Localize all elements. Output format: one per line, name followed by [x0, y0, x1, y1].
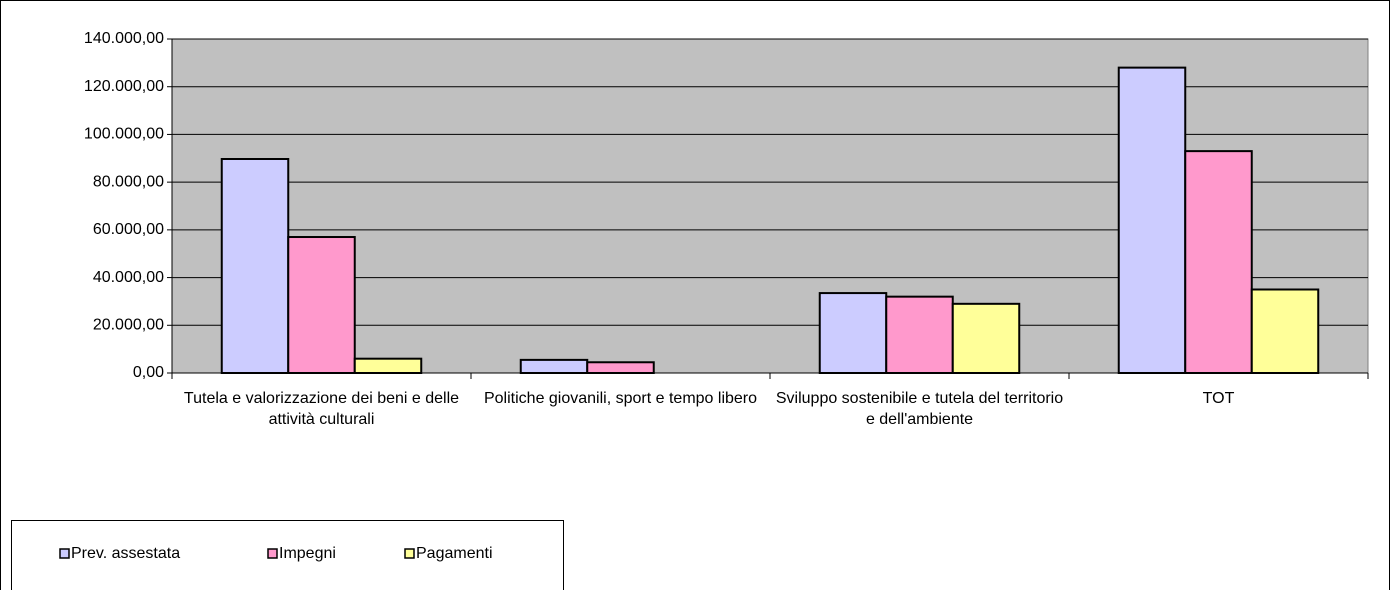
legend-swatch — [59, 548, 70, 559]
legend-swatch — [404, 548, 415, 559]
bar — [220, 158, 290, 374]
bar — [519, 358, 589, 374]
bar — [951, 302, 1021, 375]
y-tick-label: 80.000,00 — [93, 173, 164, 190]
y-tick-label: 20.000,00 — [93, 317, 164, 334]
legend-label: Pagamenti — [416, 545, 493, 562]
bar — [287, 236, 356, 374]
y-tick-label: 0,00 — [133, 364, 164, 381]
legend-swatch — [267, 548, 278, 559]
bar — [1184, 150, 1253, 374]
bar — [818, 292, 888, 375]
legend-label: Impegni — [279, 545, 336, 562]
bar — [353, 357, 423, 374]
bar — [885, 295, 954, 374]
y-tick-label: 140.000,00 — [84, 30, 164, 47]
y-tick-label: 100.000,00 — [84, 126, 164, 143]
x-tick-label: Sviluppo sostenibile e tutela del territ… — [775, 390, 1064, 428]
x-tick-label: Tutela e valorizzazione dei beni e delle… — [183, 390, 460, 428]
legend-box — [11, 520, 564, 590]
bar — [586, 361, 655, 374]
y-tick-label: 120.000,00 — [84, 78, 164, 95]
bar — [1117, 66, 1187, 374]
legend-label: Prev. assestata — [71, 545, 180, 562]
bar — [1250, 288, 1320, 374]
y-tick-label: 60.000,00 — [93, 221, 164, 238]
y-tick-label: 40.000,00 — [93, 269, 164, 286]
x-tick-label: Politiche giovanili, sport e tempo liber… — [483, 390, 758, 407]
x-tick-label: TOT — [1202, 390, 1235, 407]
